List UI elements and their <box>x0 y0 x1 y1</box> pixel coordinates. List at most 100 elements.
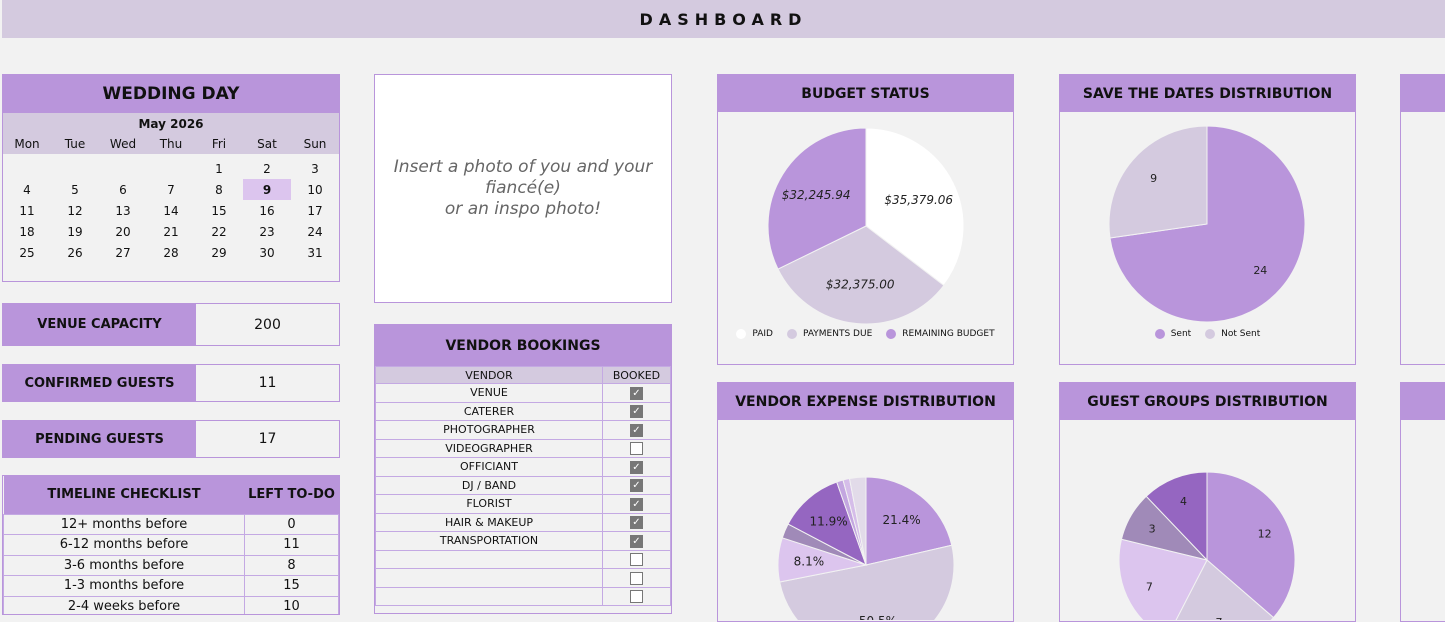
vendor-row: FLORIST ✓ <box>375 494 671 514</box>
booked-checkbox[interactable] <box>630 590 643 603</box>
budget-status-pie: $35,379.06 $32,375.00 $32,245.94 <box>767 127 965 325</box>
vendor-name: PHOTOGRAPHER <box>375 420 603 440</box>
vendor-name: TRANSPORTATION <box>375 531 603 551</box>
left-todo-count: 10 <box>244 595 339 614</box>
vendor-row <box>375 549 671 569</box>
vendor-row <box>375 586 671 606</box>
stat-value: 17 <box>258 431 277 447</box>
pie-slice[interactable] <box>865 476 953 566</box>
day-name: Thu <box>159 137 183 151</box>
legend-label: REMAINING BUDGET <box>902 329 995 339</box>
stat-label: PENDING GUESTS <box>3 421 196 457</box>
data-label: 7 <box>1146 580 1153 593</box>
date-cell: 31 <box>307 245 323 260</box>
guest-groups-pie: 12 7 7 3 4 <box>1118 471 1296 621</box>
legend-label: PAID <box>752 329 773 339</box>
timeline-period: 3-6 months before <box>3 554 245 576</box>
save-the-dates-panel: SAVE THE DATES DISTRIBUTION 24 9 Sent Not … <box>1059 74 1356 365</box>
date-cell: 7 <box>167 182 175 197</box>
calendar-day-names: Mon Tue Wed Thu Fri Sat Sun <box>3 134 339 154</box>
data-label: 8.1% <box>794 555 825 569</box>
date-cell: 8 <box>215 182 223 197</box>
date-cell: 30 <box>259 245 275 260</box>
pie-slice[interactable] <box>1108 125 1208 239</box>
left-todo-count: 15 <box>244 575 339 597</box>
legend-label: Sent <box>1170 329 1192 339</box>
booked-checkbox[interactable]: ✓ <box>630 386 643 400</box>
pie-slice[interactable] <box>848 476 867 566</box>
date-cell: 1 <box>215 161 223 176</box>
legend-swatch-icon <box>1154 329 1165 339</box>
timeline-row: 12+ months before 0 <box>3 513 339 535</box>
day-name: Tue <box>64 137 86 151</box>
legend-label: PAYMENTS DUE <box>802 329 873 339</box>
vendor-name: OFFICIANT <box>375 457 603 477</box>
pie-slice[interactable] <box>767 127 867 270</box>
booked-checkbox[interactable] <box>630 553 643 566</box>
wedding-date-cell: 9 <box>243 179 291 200</box>
guest-groups-panel: GUEST GROUPS DISTRIBUTION 12 7 7 3 4 <box>1059 382 1356 622</box>
data-label: 12 <box>1258 528 1272 541</box>
vendor-name: VENUE <box>375 383 603 403</box>
booked-checkbox[interactable]: ✓ <box>630 497 643 511</box>
date-cell: 6 <box>119 182 127 197</box>
vendor-name <box>375 568 603 588</box>
date-cell: 21 <box>163 224 179 239</box>
booked-checkbox[interactable]: ✓ <box>630 534 643 548</box>
left-todo-count: 8 <box>244 554 339 576</box>
legend-item: Not Sent <box>1205 329 1260 339</box>
date-cell <box>147 158 195 179</box>
date-cell: 24 <box>307 224 323 239</box>
vendor-row <box>375 568 671 588</box>
legend-swatch-icon <box>786 329 797 339</box>
chart-title: GUEST GROUPS DISTRIBUTION <box>1060 383 1355 420</box>
booked-checkbox[interactable] <box>630 442 643 455</box>
left-todo-count: 11 <box>244 534 339 556</box>
booked-checkbox[interactable]: ✓ <box>630 423 643 437</box>
vendor-name: CATERER <box>375 401 603 421</box>
booked-checkbox[interactable]: ✓ <box>630 460 643 474</box>
vendor-name <box>375 549 603 569</box>
date-cell: 26 <box>67 245 83 260</box>
booked-checkbox[interactable]: ✓ <box>630 516 643 529</box>
venue-capacity: VENUE CAPACITY 200 <box>2 303 340 346</box>
vendor-row: DJ / BAND ✓ <box>375 475 671 495</box>
photo-placeholder[interactable]: Insert a photo of you and your fiancé(e)… <box>374 74 672 303</box>
pie-slice[interactable] <box>1206 471 1296 619</box>
calendar-weeks: 1 2 3 4 5 6 7 8 9 10 11 12 13 14 15 16 17 18 19 20 21 22 23 24 2… <box>3 154 339 263</box>
stat-label: CONFIRMED GUESTS <box>3 365 196 401</box>
booked-column-header: BOOKED <box>602 366 671 384</box>
vendor-row: CATERER ✓ <box>375 401 671 421</box>
date-cell: 17 <box>307 203 323 218</box>
legend-item: REMAINING BUDGET <box>886 329 995 339</box>
pending-guests: PENDING GUESTS 17 <box>2 420 340 458</box>
timeline-checklist: TIMELINE CHECKLIST LEFT TO-DO 12+ months… <box>2 475 340 615</box>
pie-slice[interactable] <box>1145 471 1208 562</box>
pie-slice[interactable] <box>1118 538 1208 621</box>
legend-swatch-icon <box>736 329 747 339</box>
left-todo-header: LEFT TO-DO <box>244 476 339 514</box>
pie-slice[interactable] <box>787 481 867 567</box>
date-cell: 23 <box>259 224 275 239</box>
left-todo-count: 0 <box>244 513 339 535</box>
timeline-row: 2-4 weeks before 10 <box>3 595 339 614</box>
day-name: Wed <box>109 137 137 151</box>
data-label: $32,375.00 <box>826 278 895 292</box>
budget-legend: PAID PAYMENTS DUE REMAINING BUDGET <box>718 329 1013 339</box>
booked-checkbox[interactable]: ✓ <box>630 405 643 418</box>
stat-value: 200 <box>254 316 281 333</box>
date-cell: 3 <box>311 161 319 176</box>
date-cell: 5 <box>71 182 79 197</box>
booked-checkbox[interactable] <box>630 571 643 585</box>
offscreen-panel <box>1400 74 1445 365</box>
pie-slice[interactable] <box>865 127 965 287</box>
vendor-row: TRANSPORTATION ✓ <box>375 531 671 551</box>
calendar-heading: WEDDING DAY <box>3 75 339 113</box>
date-cell: 25 <box>19 245 35 260</box>
vendor-name: FLORIST <box>375 494 603 514</box>
pie-slice[interactable] <box>777 225 945 325</box>
data-label: 50.5% <box>859 614 897 620</box>
booked-checkbox[interactable]: ✓ <box>630 479 643 492</box>
timeline-period: 12+ months before <box>3 513 245 535</box>
date-cell: 22 <box>211 224 227 239</box>
